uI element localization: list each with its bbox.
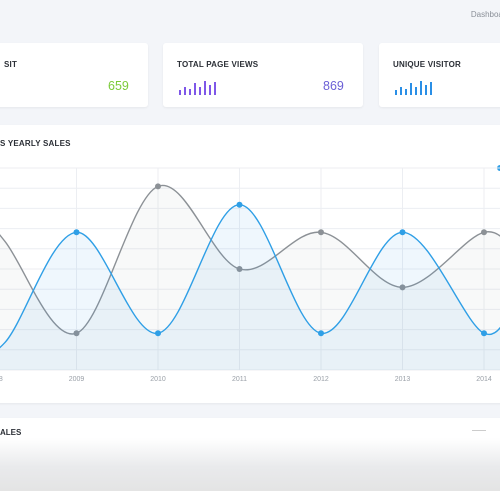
stat-title-unique-visitor: UNIQUE VISITOR [393, 60, 461, 69]
spark-bar [430, 82, 432, 95]
series-area [0, 185, 500, 370]
stat-value-visit: 659 [108, 79, 129, 93]
spark-bar [214, 82, 216, 95]
spark-bar [410, 83, 412, 95]
data-point [399, 284, 406, 291]
stat-value-page-views: 869 [323, 79, 344, 93]
spark-bar [395, 90, 397, 95]
data-point [236, 201, 243, 208]
stat-card-visit: SIT 659 [0, 43, 148, 107]
bottom-fade [0, 438, 500, 491]
spark-bar [420, 81, 422, 95]
x-tick-label: 2014 [476, 376, 492, 383]
data-point [318, 229, 324, 236]
spark-bar [209, 85, 211, 95]
x-tick-label: 2013 [395, 376, 411, 383]
data-point [73, 330, 80, 337]
data-point [73, 229, 80, 236]
x-tick-label: 2012 [313, 376, 329, 383]
spark-bar [415, 87, 417, 95]
sparkline-page-views [179, 81, 219, 95]
data-point [318, 330, 324, 337]
x-tick-label: 2009 [69, 376, 85, 383]
bottom-card-title: ALES [0, 428, 22, 437]
data-point [155, 330, 161, 337]
data-point [236, 266, 243, 272]
spark-bar [204, 81, 206, 95]
stat-title-visit: SIT [4, 60, 18, 69]
spark-bar [199, 87, 201, 95]
spark-bar [405, 89, 407, 95]
period-select[interactable] [472, 428, 486, 431]
series-line [0, 184, 500, 335]
stat-card-unique-visitor: UNIQUE VISITOR [379, 43, 500, 107]
x-tick-label: 2010 [150, 376, 166, 383]
spark-bar [189, 89, 191, 95]
sparkline-unique-visitor [395, 81, 435, 95]
spark-bar [400, 87, 402, 95]
series-area [0, 204, 500, 370]
data-point [155, 183, 161, 190]
yearly-sales-card: S YEARLY SALES [0, 125, 500, 403]
data-point [481, 229, 487, 236]
x-tick-label: 2011 [232, 376, 247, 383]
breadcrumb[interactable]: Dashboard [470, 10, 500, 19]
x-tick-label: 2008 [0, 376, 3, 383]
data-point [399, 229, 406, 236]
spark-bar [179, 90, 181, 95]
data-point [481, 330, 487, 337]
stat-title-page-views: TOTAL PAGE VIEWS [177, 60, 259, 69]
stat-card-page-views: TOTAL PAGE VIEWS 869 [163, 43, 363, 107]
spark-bar [194, 83, 196, 95]
chart-title: S YEARLY SALES [0, 139, 71, 148]
spark-bar [184, 87, 186, 95]
spark-bar [425, 85, 427, 95]
